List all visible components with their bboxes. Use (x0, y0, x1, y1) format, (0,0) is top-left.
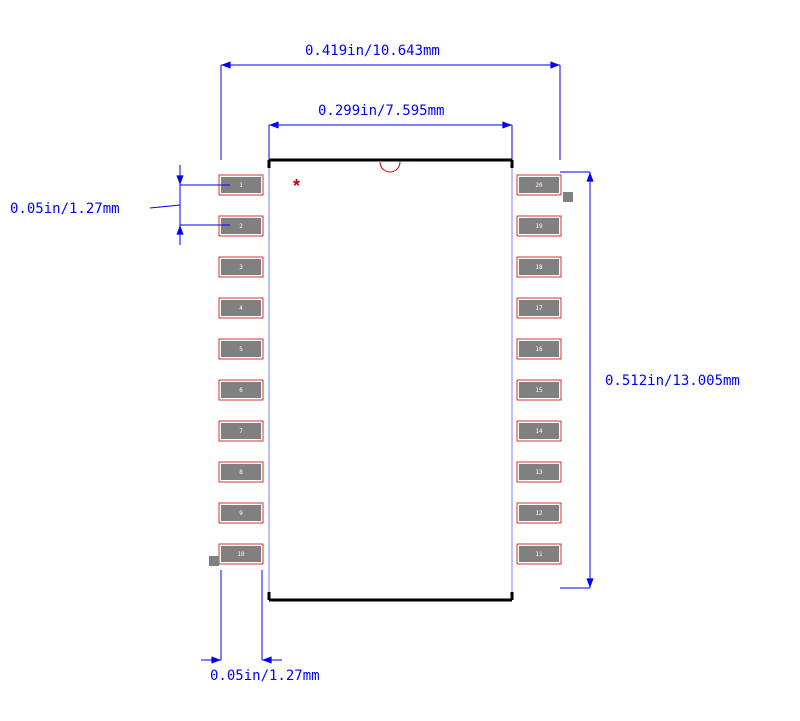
pin-number: 15 (535, 387, 543, 394)
pin-number: 12 (535, 510, 543, 517)
pin1-marker: * (293, 176, 300, 196)
dim-width-inner: 0.299in/7.595mm (318, 103, 444, 119)
pin-number: 8 (239, 469, 243, 476)
dim-pin-pitch: 0.05in/1.27mm (10, 201, 120, 217)
dim-height: 0.512in/13.005mm (605, 373, 740, 389)
pin-number: 7 (239, 428, 243, 435)
pin-number: 6 (239, 387, 243, 394)
pin-number: 3 (239, 264, 243, 271)
pin-number: 19 (535, 223, 543, 230)
package-drawing: *12345678910201918171615141312110.419in/… (0, 0, 800, 721)
pin-number: 11 (535, 551, 543, 558)
index-pad (563, 192, 573, 202)
pin-number: 9 (239, 510, 243, 517)
dim-width-outer: 0.419in/10.643mm (305, 43, 440, 59)
pin-number: 2 (239, 223, 243, 230)
pin-number: 13 (535, 469, 543, 476)
dim-pad-width: 0.05in/1.27mm (210, 668, 320, 684)
pin-number: 20 (535, 182, 543, 189)
pin-number: 18 (535, 264, 543, 271)
pin-number: 14 (535, 428, 543, 435)
pin-number: 16 (535, 346, 543, 353)
pin-number: 17 (535, 305, 543, 312)
pin-number: 4 (239, 305, 243, 312)
index-pad (209, 556, 219, 566)
pin-number: 5 (239, 346, 243, 353)
pin-number: 1 (239, 182, 243, 189)
pin-number: 10 (237, 551, 245, 558)
